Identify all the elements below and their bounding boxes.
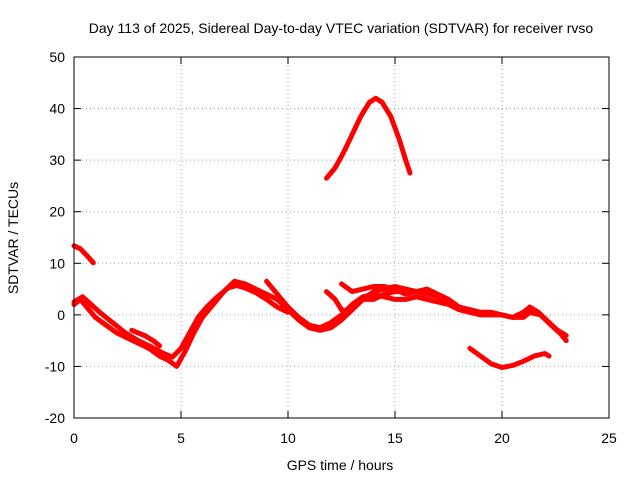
chart-title: Day 113 of 2025, Sidereal Day-to-day VTE… xyxy=(89,20,594,36)
series-line-arc-peak xyxy=(324,95,413,181)
x-tick-label: 5 xyxy=(177,430,185,446)
series-line-arc-evening-low xyxy=(467,345,552,370)
x-tick-label: 0 xyxy=(70,430,78,446)
y-tick-label: -20 xyxy=(45,410,65,426)
y-tick-label: 30 xyxy=(49,152,65,168)
axes: 0 5 10 15 20 25 -20 -10 0 10 20 30 40 50 xyxy=(45,49,617,446)
x-tick-label: 10 xyxy=(280,430,296,446)
y-tick-label: 20 xyxy=(49,204,65,220)
y-tick-label: 50 xyxy=(49,49,65,65)
series-line-arc-midday xyxy=(264,278,569,344)
x-tick-label: 25 xyxy=(601,430,617,446)
y-tick-label: -10 xyxy=(45,358,65,374)
y-tick-label: 40 xyxy=(49,101,65,117)
series-line-arc-afternoon-upper xyxy=(339,281,462,310)
series-line-arc-morning-a xyxy=(71,283,291,360)
x-tick-label: 20 xyxy=(494,430,510,446)
y-tick-label: 10 xyxy=(49,255,65,271)
x-tick-label: 15 xyxy=(387,430,403,446)
y-axis-label: SDTVAR / TECUs xyxy=(5,182,21,294)
series-line-arc-early-high xyxy=(71,243,96,266)
plot-frame xyxy=(73,56,610,419)
data-series xyxy=(71,95,569,370)
series-line-arc-small-early xyxy=(129,327,163,349)
y-tick-label: 0 xyxy=(57,307,65,323)
x-axis-label: GPS time / hours xyxy=(287,457,394,473)
gridlines xyxy=(74,57,609,418)
